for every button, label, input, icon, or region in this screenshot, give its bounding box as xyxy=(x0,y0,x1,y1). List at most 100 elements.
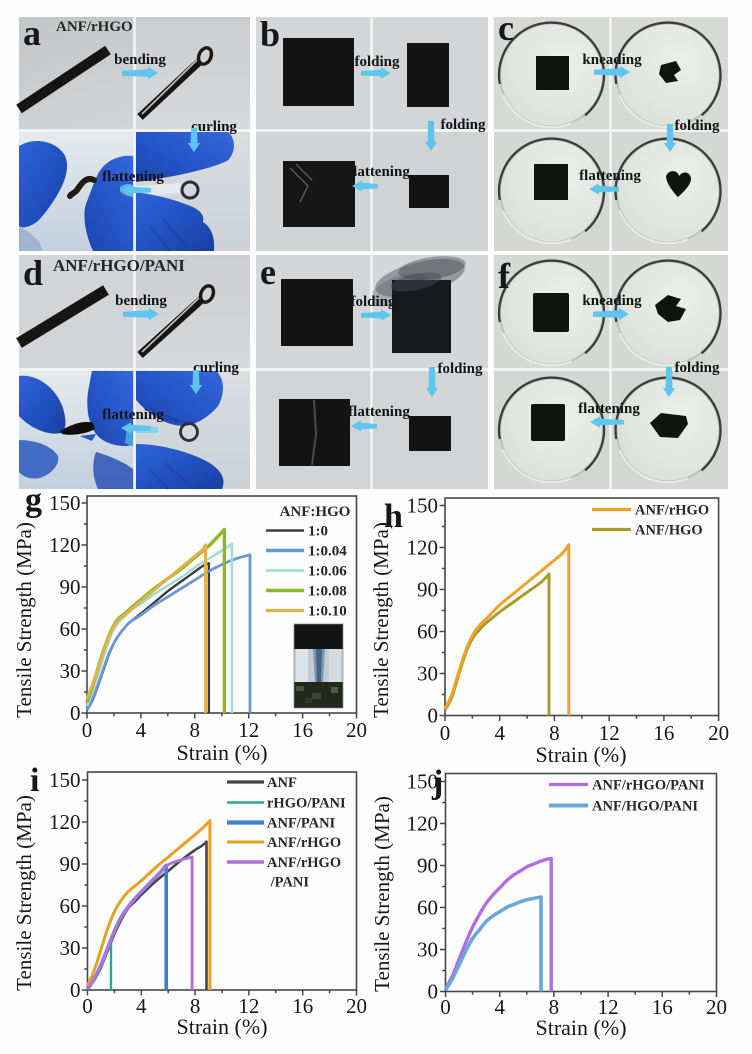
svg-text:ANF:HGO: ANF:HGO xyxy=(280,504,351,520)
svg-text:ANF/rHGO: ANF/rHGO xyxy=(267,835,341,851)
svg-text:0: 0 xyxy=(428,704,439,728)
svg-text:1:0.04: 1:0.04 xyxy=(308,544,347,560)
svg-text:1:0.06: 1:0.06 xyxy=(308,564,347,580)
svg-text:120: 120 xyxy=(407,536,439,560)
svg-text:30: 30 xyxy=(60,659,81,683)
svg-text:4: 4 xyxy=(136,718,147,742)
svg-text:120: 120 xyxy=(49,533,81,557)
svg-text:ANF/rHGO/PANI: ANF/rHGO/PANI xyxy=(592,778,705,794)
svg-text:4: 4 xyxy=(494,721,505,745)
svg-text:16: 16 xyxy=(292,718,313,742)
svg-text:90: 90 xyxy=(417,578,438,602)
svg-text:kneading: kneading xyxy=(582,293,642,309)
svg-text:flattening: flattening xyxy=(578,401,640,417)
svg-text:8: 8 xyxy=(190,994,201,1018)
svg-text:f: f xyxy=(498,256,511,296)
svg-text:0: 0 xyxy=(428,980,439,1004)
svg-text:Strain (%): Strain (%) xyxy=(535,1015,626,1040)
svg-text:60: 60 xyxy=(60,894,81,918)
svg-text:0: 0 xyxy=(82,718,93,742)
svg-text:8: 8 xyxy=(190,718,201,742)
svg-text:0: 0 xyxy=(82,994,93,1018)
svg-text:0: 0 xyxy=(70,978,81,1002)
svg-text:ANF: ANF xyxy=(267,775,297,791)
svg-text:120: 120 xyxy=(49,810,81,834)
svg-text:e: e xyxy=(260,252,276,292)
svg-text:Tensile Strength (MPa): Tensile Strength (MPa) xyxy=(12,795,36,991)
svg-text:/PANI: /PANI xyxy=(267,875,309,891)
svg-text:150: 150 xyxy=(49,491,81,515)
svg-text:flattening: flattening xyxy=(102,169,164,185)
svg-text:bending: bending xyxy=(114,52,166,68)
svg-text:8: 8 xyxy=(549,721,560,745)
svg-text:flattening: flattening xyxy=(579,168,641,184)
svg-text:0: 0 xyxy=(70,701,81,725)
svg-text:c: c xyxy=(498,8,514,48)
svg-text:1:0.08: 1:0.08 xyxy=(308,584,347,600)
svg-text:Strain (%): Strain (%) xyxy=(176,740,267,765)
svg-text:120: 120 xyxy=(407,812,439,836)
svg-text:a: a xyxy=(23,13,41,53)
svg-text:Strain (%): Strain (%) xyxy=(535,742,626,767)
svg-text:90: 90 xyxy=(417,854,438,878)
svg-text:16: 16 xyxy=(653,721,674,745)
svg-text:d: d xyxy=(23,253,43,293)
svg-text:ANF/rHGO: ANF/rHGO xyxy=(267,855,341,871)
svg-text:12: 12 xyxy=(238,994,259,1018)
svg-text:20: 20 xyxy=(346,718,367,742)
svg-text:30: 30 xyxy=(417,662,438,686)
svg-text:60: 60 xyxy=(417,896,438,920)
svg-text:ANF/HGO/PANI: ANF/HGO/PANI xyxy=(592,799,698,815)
svg-text:Tensile Strength (MPa): Tensile Strength (MPa) xyxy=(369,522,393,718)
svg-text:12: 12 xyxy=(238,718,259,742)
svg-text:20: 20 xyxy=(706,995,727,1019)
svg-text:Strain (%): Strain (%) xyxy=(176,1014,267,1039)
svg-text:16: 16 xyxy=(652,995,673,1019)
svg-text:j: j xyxy=(431,764,443,801)
svg-text:Tensile Strength (MPa): Tensile Strength (MPa) xyxy=(370,796,394,992)
svg-text:8: 8 xyxy=(549,995,560,1019)
svg-text:ANF/PANI: ANF/PANI xyxy=(267,816,336,832)
svg-text:folding: folding xyxy=(674,118,720,134)
svg-text:150: 150 xyxy=(49,768,81,792)
svg-text:ANF/HGO: ANF/HGO xyxy=(635,523,703,539)
svg-text:150: 150 xyxy=(407,494,439,518)
svg-text:flattening: flattening xyxy=(348,404,410,420)
svg-text:0: 0 xyxy=(440,721,451,745)
svg-text:60: 60 xyxy=(417,620,438,644)
svg-text:20: 20 xyxy=(708,721,729,745)
svg-text:4: 4 xyxy=(136,994,147,1018)
svg-text:60: 60 xyxy=(60,617,81,641)
svg-text:150: 150 xyxy=(407,770,439,794)
svg-text:folding: folding xyxy=(440,117,486,133)
svg-text:folding: folding xyxy=(350,294,396,310)
svg-text:rHGO/PANI: rHGO/PANI xyxy=(267,796,346,812)
svg-text:90: 90 xyxy=(60,575,81,599)
svg-text:30: 30 xyxy=(417,938,438,962)
svg-text:0: 0 xyxy=(440,995,451,1019)
svg-text:folding: folding xyxy=(354,54,400,70)
svg-text:folding: folding xyxy=(437,361,483,377)
svg-text:g: g xyxy=(25,482,42,519)
svg-text:1:0: 1:0 xyxy=(308,524,328,540)
svg-text:16: 16 xyxy=(292,994,313,1018)
svg-text:1:0.10: 1:0.10 xyxy=(308,604,347,620)
svg-text:12: 12 xyxy=(598,995,619,1019)
svg-text:ANF/rHGO: ANF/rHGO xyxy=(635,503,709,519)
svg-text:20: 20 xyxy=(346,994,367,1018)
svg-text:ANF/rHGO/PANI: ANF/rHGO/PANI xyxy=(53,256,185,275)
svg-text:30: 30 xyxy=(60,936,81,960)
svg-text:b: b xyxy=(260,14,280,54)
svg-text:flattening: flattening xyxy=(348,164,410,180)
svg-text:folding: folding xyxy=(674,360,720,376)
svg-text:kneading: kneading xyxy=(582,52,642,68)
svg-text:h: h xyxy=(384,498,403,535)
svg-text:4: 4 xyxy=(494,995,505,1019)
svg-text:Tensile Strength (MPa): Tensile Strength (MPa) xyxy=(12,522,36,718)
svg-text:curling: curling xyxy=(193,360,239,376)
svg-text:curling: curling xyxy=(191,119,237,135)
svg-text:90: 90 xyxy=(60,852,81,876)
svg-text:bending: bending xyxy=(115,293,167,309)
svg-text:ANF/rHGO: ANF/rHGO xyxy=(56,19,133,35)
svg-text:flattening: flattening xyxy=(102,407,164,423)
